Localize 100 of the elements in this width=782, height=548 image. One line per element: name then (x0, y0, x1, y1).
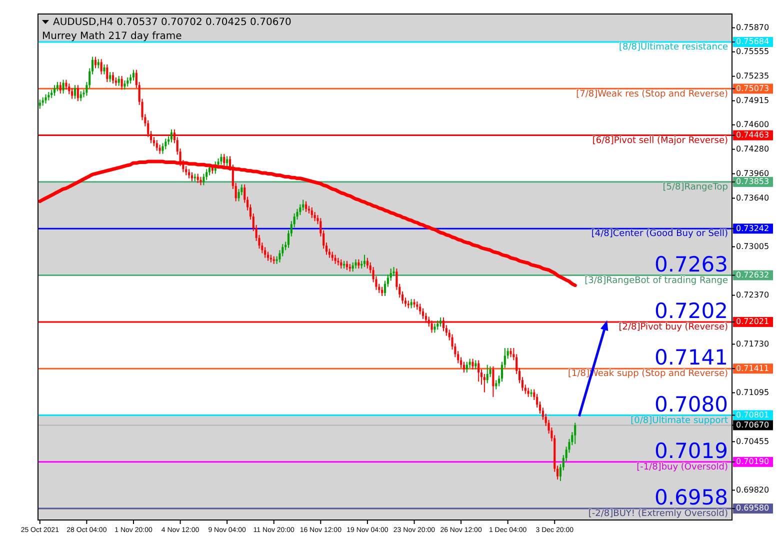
candlestick (314, 211, 316, 222)
candlestick (196, 173, 199, 184)
candlestick (354, 258, 357, 270)
candlestick (305, 200, 308, 212)
candlestick (112, 72, 114, 84)
candlestick (364, 254, 366, 268)
candlestick (419, 303, 422, 315)
y-tick-label: 0.73960 (736, 168, 770, 178)
candlestick (44, 94, 47, 104)
candlestick (220, 153, 222, 166)
candlestick (474, 360, 477, 370)
candlestick (334, 254, 336, 264)
ref-line-label: [2/8]Pivot buy (Reverse) (618, 322, 728, 333)
annotation: 0.7141 (654, 346, 728, 370)
y-tick-label: 0.75684 (736, 37, 770, 46)
candlestick (120, 75, 123, 90)
y-tick-label: 0.71730 (736, 339, 770, 348)
y-tick-label: 0.74915 (736, 96, 770, 105)
candlestick (510, 348, 512, 358)
candlestick (226, 156, 228, 167)
candlestick (495, 380, 498, 390)
candlestick (264, 246, 266, 258)
candlestick (422, 308, 424, 320)
ref-line-label: [0/8]Ultimate support (630, 416, 728, 426)
candlestick (80, 90, 82, 102)
y-tick-label: 0.73005 (736, 242, 770, 251)
y-tick-label: 0.74280 (736, 144, 770, 154)
candlestick (331, 251, 334, 262)
candlestick (462, 361, 465, 373)
y-tick-label: 0.74600 (736, 120, 770, 130)
candlestick (109, 72, 112, 83)
y-tick-label: 0.69820 (736, 485, 770, 494)
candlestick (310, 206, 313, 219)
candlestick (56, 82, 58, 92)
candlestick (440, 316, 442, 328)
candlestick (132, 69, 135, 81)
candlestick (188, 168, 190, 179)
candlestick (266, 251, 270, 262)
candlestick (124, 80, 126, 90)
y-tick-label: 0.75870 (736, 22, 770, 32)
y-tick-label: 0.70670 (736, 420, 770, 430)
candlestick (436, 320, 439, 330)
candlestick (492, 366, 494, 398)
candlestick (486, 364, 488, 384)
candlestick (468, 358, 471, 368)
candlestick (299, 204, 302, 216)
candlestick (358, 258, 360, 270)
candlestick (130, 74, 132, 84)
candlestick (97, 58, 100, 69)
candlestick (434, 323, 436, 334)
annotation: 0.6958 (654, 486, 728, 510)
ref-line-label: [5/8]RangeTop (662, 182, 728, 193)
candlestick (103, 64, 106, 75)
candlestick (100, 58, 102, 75)
y-tick-label: 0.74463 (736, 130, 770, 140)
candlestick (340, 258, 342, 270)
candlestick (170, 128, 173, 143)
ref-line-label: [4/8]Center (Good Buy or Sell) (591, 229, 728, 240)
y-tick-label: 0.73853 (736, 177, 770, 186)
chart-title: AUDUSD,H4 0.70537 0.70702 0.70425 0.70670 (53, 17, 292, 28)
candlestick (574, 422, 576, 444)
y-tick-label: 0.75235 (736, 71, 770, 80)
y-tick-label: 0.72021 (736, 317, 770, 326)
candlestick (65, 79, 68, 90)
ref-line-label: [6/8]Pivot sell (Major Reverse) (592, 136, 728, 146)
candlestick (156, 140, 158, 152)
candlestick (392, 266, 395, 277)
y-tick-label: 0.72370 (736, 290, 770, 300)
candlestick (94, 56, 96, 69)
ref-line-label: [-2/8]BUY! (Extremly Oversold) (588, 509, 728, 520)
candlestick (466, 361, 468, 373)
candlestick (483, 374, 486, 393)
candlestick (478, 360, 480, 382)
candlestick (366, 257, 368, 270)
text: Murrey Math 217 day frame (42, 31, 182, 42)
ref-line-label: [3/8]RangeBot of trading Range (584, 276, 728, 286)
y-tick-label: 0.71095 (736, 388, 770, 397)
candlestick (158, 144, 161, 154)
annotation: 0.7019 (654, 438, 728, 463)
candlestick (54, 84, 56, 96)
candlestick (126, 76, 129, 88)
y-tick-label: 0.70455 (736, 436, 770, 446)
annotation: 0.7080 (654, 392, 728, 416)
y-tick-label: 0.69580 (736, 504, 770, 513)
y-tick-label: 0.73242 (736, 224, 770, 233)
y-tick-label: 0.75073 (736, 84, 770, 93)
candlestick (472, 358, 474, 370)
ref-line-label: [-1/8]buy (Oversold) (636, 462, 728, 473)
candlestick (59, 82, 62, 94)
y-tick-label: 0.71411 (736, 364, 770, 373)
candlestick (62, 79, 64, 94)
y-tick-label: 0.75555 (736, 47, 770, 56)
candlestick (106, 64, 108, 83)
candlestick (190, 172, 193, 182)
ref-line-label: [7/8]Weak res (Stop and Reverse) (576, 89, 728, 100)
candlestick (71, 88, 74, 100)
candlestick (164, 138, 167, 150)
candlestick (410, 298, 412, 309)
candlestick (118, 75, 120, 86)
candlestick (381, 286, 384, 297)
